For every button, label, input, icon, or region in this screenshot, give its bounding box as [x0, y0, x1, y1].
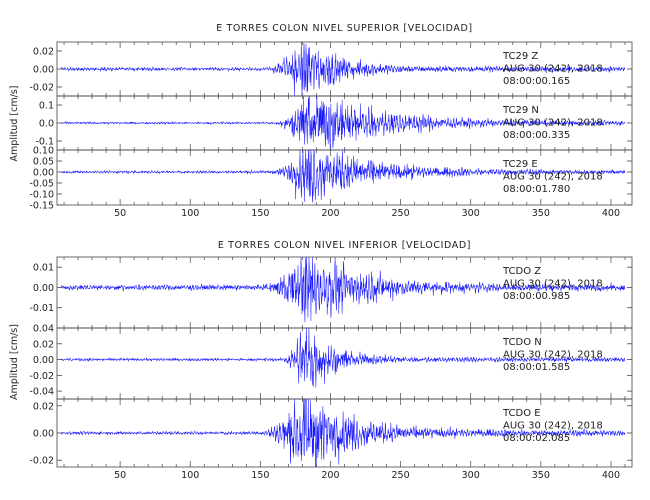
- station-label-line3: 08:00:01.780: [503, 184, 570, 195]
- x-tick-label: 250: [392, 208, 410, 219]
- seismic-trace: [61, 95, 626, 150]
- seismic-trace: [60, 327, 626, 388]
- x-tick-label: 200: [321, 208, 339, 219]
- station-label-line2: AUG 30 (242), 2018: [503, 279, 603, 290]
- y-tick-label: 0.01: [33, 263, 54, 274]
- y-tick-label: -0.02: [29, 371, 54, 382]
- seismic-trace: [60, 398, 626, 468]
- y-tick-label: -0.02: [29, 83, 54, 94]
- y-axis-label: Amplitud [cm/s]: [9, 86, 20, 162]
- figure-inferior: E TORRES COLON NIVEL INFERIOR [VELOCIDAD…: [9, 240, 633, 481]
- y-tick-label: 0.02: [33, 339, 54, 350]
- y-tick-label: -0.10: [29, 190, 54, 201]
- y-tick-label: -0.02: [29, 456, 54, 467]
- y-tick-label: 0.00: [33, 355, 54, 366]
- chart-title: E TORRES COLON NIVEL SUPERIOR [VELOCIDAD…: [216, 23, 473, 34]
- station-label-line1: TCDO Z: [502, 266, 541, 277]
- y-tick-label: -0.04: [29, 387, 54, 398]
- y-tick-label: 0.05: [33, 157, 54, 168]
- station-label-line1: TC29 Z: [502, 51, 538, 62]
- y-tick-label: -0.05: [29, 179, 54, 190]
- x-tick-label: 400: [602, 470, 620, 481]
- y-tick-label: 0.02: [33, 47, 54, 58]
- x-tick-label: 400: [602, 208, 620, 219]
- station-label-line2: AUG 30 (242), 2018: [503, 350, 603, 361]
- trace-panel: 0.02 0.00 -0.02 TC29 Z AUG 30 (242), 201808:…: [29, 41, 633, 97]
- trace-panel: 0.100.050.00-0.05-0.10-0.15 TC29 E AUG 30 …: [29, 146, 633, 212]
- y-tick-label: 0.0: [39, 119, 54, 130]
- y-tick-label: 0.10: [33, 146, 54, 157]
- trace-panel: 0.04 0.02 0.00 -0.02 -0.04 TCDO N AUG 30 (242)…: [29, 324, 633, 400]
- station-label-line3: 08:00:00.335: [503, 130, 570, 141]
- y-tick-label: 0.02: [33, 401, 54, 412]
- y-tick-label: 0.00: [33, 429, 54, 440]
- x-tick-label: 300: [462, 470, 480, 481]
- y-tick-label: 0.1: [39, 101, 54, 112]
- x-tick-label: 150: [251, 470, 269, 481]
- x-tick-label: 300: [462, 208, 480, 219]
- trace-panel: 0.01 0.00 -0.01 TCDO Z AUG 30 (242), 201808:…: [29, 256, 633, 329]
- station-label-line1: TC29 N: [502, 105, 539, 116]
- seismic-trace: [60, 256, 626, 323]
- station-label-line3: 08:00:01.585: [503, 362, 570, 373]
- station-label-line1: TCDO N: [502, 337, 542, 348]
- figure-superior: E TORRES COLON NIVEL SUPERIOR [VELOCIDAD…: [9, 23, 633, 219]
- y-tick-label: -0.15: [29, 201, 54, 212]
- station-label-line2: AUG 30 (242), 2018: [503, 172, 603, 183]
- station-label-line1: TCDO E: [502, 408, 541, 419]
- station-label-line2: AUG 30 (242), 2018: [503, 64, 603, 75]
- chart-title: E TORRES COLON NIVEL INFERIOR [VELOCIDAD…: [218, 240, 471, 251]
- y-tick-label: 0.04: [33, 324, 54, 335]
- y-tick-label: 0.00: [33, 65, 54, 76]
- x-tick-label: 100: [181, 208, 199, 219]
- x-tick-label: 350: [532, 208, 550, 219]
- x-tick-label: 350: [532, 470, 550, 481]
- y-tick-label: 0.00: [33, 168, 54, 179]
- station-label-line3: 08:00:02.085: [503, 433, 570, 444]
- x-tick-label: 50: [114, 470, 126, 481]
- y-tick-label: 0.00: [33, 283, 54, 294]
- y-tick-label: -0.1: [35, 137, 54, 148]
- station-label-line3: 08:00:00.165: [503, 76, 570, 87]
- x-tick-label: 250: [392, 470, 410, 481]
- trace-panel: 0.1 0.0 -0.1 TC29 N AUG 30 (242), 201808:00:…: [35, 95, 633, 151]
- station-label-line2: AUG 30 (242), 2018: [503, 421, 603, 432]
- station-label-line3: 08:00:00.985: [503, 291, 570, 302]
- x-tick-label: 100: [181, 470, 199, 481]
- trace-panel: 0.02 0.00 -0.02 TCDO E AUG 30 (242), 201808:…: [29, 398, 633, 468]
- x-tick-label: 50: [114, 208, 126, 219]
- station-label-line2: AUG 30 (242), 2018: [503, 118, 603, 129]
- station-label-line1: TC29 E: [502, 159, 538, 170]
- x-tick-label: 200: [321, 470, 339, 481]
- seismic-trace: [61, 41, 626, 97]
- y-axis-label: Amplitud [cm/s]: [9, 324, 20, 400]
- seismic-trace: [61, 149, 626, 203]
- y-tick-label: -0.01: [29, 303, 54, 314]
- x-tick-label: 150: [251, 208, 269, 219]
